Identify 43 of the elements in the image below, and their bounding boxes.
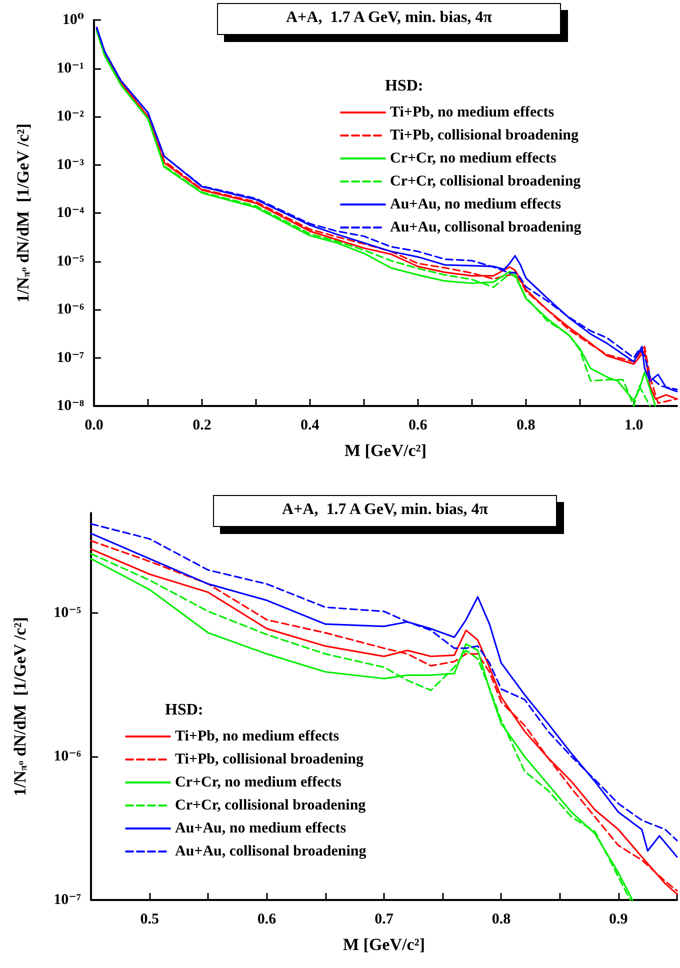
x-tick-label: 0.6 (257, 912, 277, 928)
y-tick-label: 10⁻⁷ (54, 892, 82, 908)
y-tick-label: 10⁻⁴ (56, 205, 84, 221)
legend-title: HSD: (385, 78, 424, 94)
legend-label: Ti+Pb, collisional broadening (390, 128, 579, 144)
x-axis-title: M [GeV/c²] (344, 441, 427, 460)
x-tick-label: 0.2 (192, 418, 212, 434)
y-axis-title: 1/Nπ⁰ dN/dM [1/GeV /c²] (14, 124, 32, 303)
y-tick-label: 10⁻⁸ (56, 398, 84, 414)
x-tick-label: 0.4 (300, 418, 320, 434)
y-tick-label: 10⁻⁵ (54, 605, 82, 622)
y-tick-label: 10⁻² (56, 108, 84, 124)
y-tick-label: 10⁻⁷ (56, 350, 84, 366)
legend-label: Au+Au, collisonal broadening (390, 220, 582, 236)
y-tick-label: 10⁻⁵ (56, 253, 84, 270)
y-axis-title: 1/Nπ⁰ dN/dM [1/GeV /c²] (10, 617, 30, 796)
y-tick-label: 10⁻³ (56, 156, 84, 173)
chart-title: A+A, 1.7 A GeV, min. bias, 4π (280, 501, 490, 519)
legend-label: Au+Au, collisonal broadening (175, 844, 367, 860)
legend-label: Cr+Cr, collisional broadening (390, 174, 582, 190)
y-tick-label: 10⁰ (62, 12, 84, 28)
legend-label: Cr+Cr, no medium effects (390, 150, 556, 166)
legend-label: Au+Au, no medium effects (175, 820, 346, 836)
y-tick-label: 10⁻⁶ (56, 302, 84, 318)
x-tick-label: 1.0 (624, 418, 644, 434)
legend-label: Ti+Pb, collisional broadening (175, 752, 364, 768)
x-tick-label: 0.7 (374, 912, 394, 928)
legend-label: Cr+Cr, collisional broadening (175, 798, 366, 814)
legend-label: Ti+Pb, no medium effects (175, 728, 340, 744)
legend-label: Cr+Cr, no medium effects (175, 774, 342, 790)
legend-label: Ti+Pb, no medium effects (390, 104, 554, 120)
x-tick-label: 0.9 (609, 912, 628, 928)
y-tick-label: 10⁻⁶ (54, 748, 82, 765)
x-tick-label: 0.8 (516, 418, 536, 434)
legend-label: Au+Au, no medium effects (390, 196, 562, 212)
y-tick-label: 10⁻¹ (56, 60, 84, 76)
legend-title: HSD: (165, 702, 204, 718)
x-tick-label: 0.0 (84, 418, 104, 434)
x-tick-label: 0.8 (492, 912, 511, 928)
x-tick-label: 0.5 (140, 912, 159, 928)
x-axis-title: M [GeV/c²] (342, 935, 426, 954)
x-tick-label: 0.6 (408, 418, 428, 434)
chart-title: A+A, 1.7 A GeV, min. bias, 4π (284, 9, 494, 27)
